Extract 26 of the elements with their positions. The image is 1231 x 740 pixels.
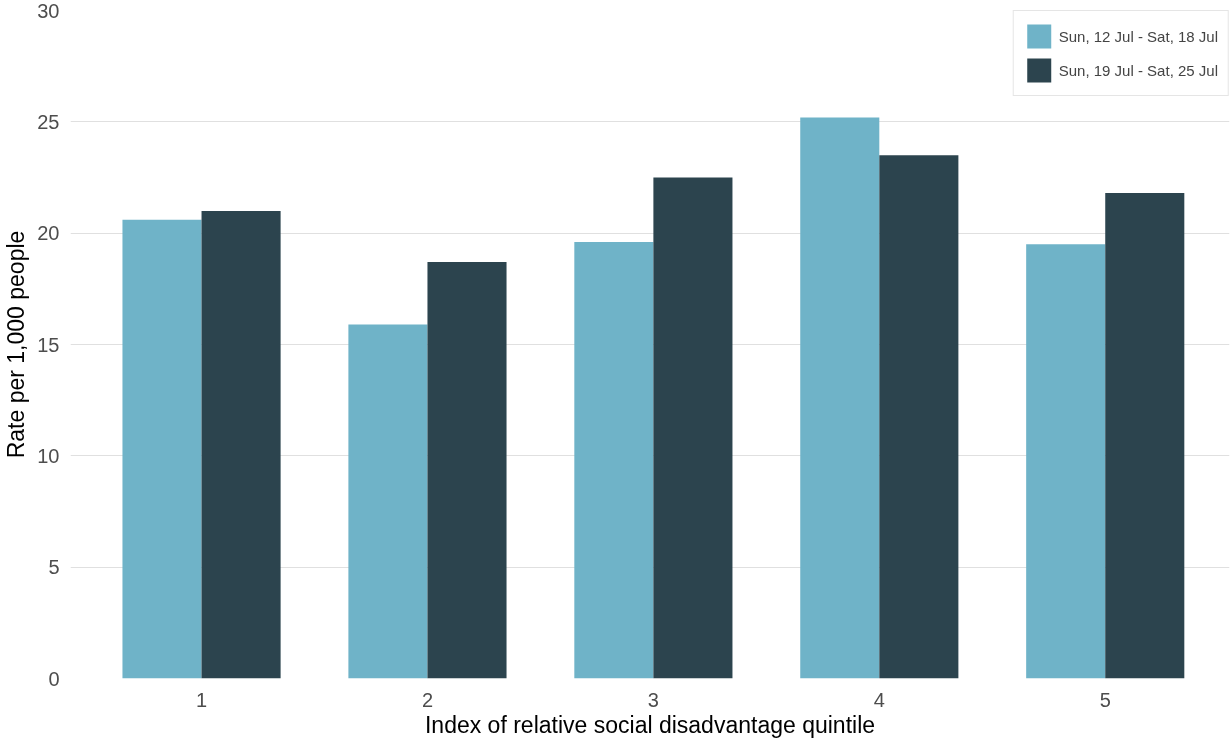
bar bbox=[1026, 244, 1106, 679]
bar bbox=[348, 324, 428, 679]
x-tick-label: 2 bbox=[421, 688, 434, 711]
bar bbox=[879, 155, 959, 679]
y-tick-label: 0 bbox=[48, 667, 60, 690]
bar bbox=[122, 219, 202, 679]
y-tick-label: 10 bbox=[37, 444, 60, 467]
x-tick-label: 4 bbox=[873, 688, 885, 711]
x-tick-label: 1 bbox=[195, 688, 208, 711]
y-axis-title: Rate per 1,000 people bbox=[3, 230, 30, 459]
y-tick-label: 30 bbox=[37, 0, 60, 22]
x-axis-title: Index of relative social disadvantage quintile bbox=[424, 711, 876, 738]
x-tick-label: 3 bbox=[647, 688, 659, 711]
y-tick-label: 20 bbox=[37, 222, 60, 245]
bar bbox=[1105, 193, 1185, 679]
bar bbox=[653, 177, 733, 679]
y-tick-label: 15 bbox=[37, 333, 60, 356]
x-tick-label: 5 bbox=[1099, 688, 1111, 711]
bar bbox=[800, 117, 880, 679]
y-tick-label: 25 bbox=[37, 110, 60, 133]
legend-label: Sun, 19 Jul - Sat, 25 Jul bbox=[1058, 61, 1218, 79]
bar bbox=[427, 262, 507, 679]
bar bbox=[201, 210, 281, 679]
bar bbox=[574, 242, 654, 679]
y-tick-label: 5 bbox=[48, 556, 60, 579]
legend-label: Sun, 12 Jul - Sat, 18 Jul bbox=[1058, 27, 1218, 45]
